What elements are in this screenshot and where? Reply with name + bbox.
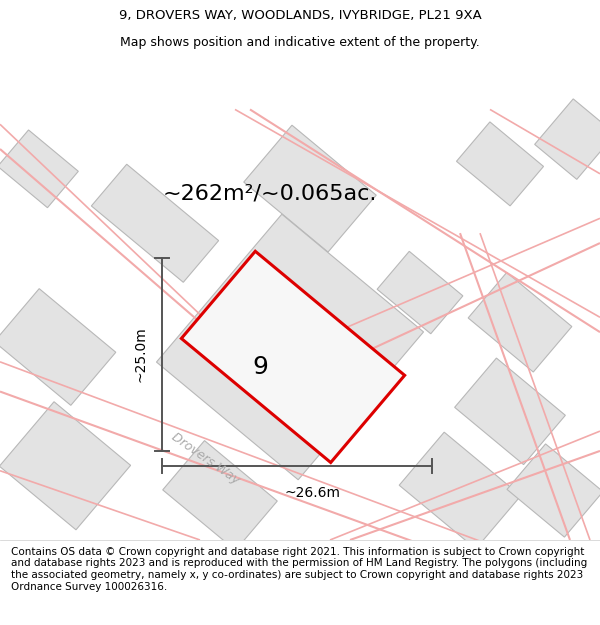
Text: Contains OS data © Crown copyright and database right 2021. This information is : Contains OS data © Crown copyright and d… — [11, 547, 587, 592]
Text: 9, DROVERS WAY, WOODLANDS, IVYBRIDGE, PL21 9XA: 9, DROVERS WAY, WOODLANDS, IVYBRIDGE, PL… — [119, 9, 481, 22]
Polygon shape — [0, 402, 131, 530]
Polygon shape — [399, 432, 521, 549]
Polygon shape — [457, 122, 544, 206]
Polygon shape — [535, 99, 600, 179]
Polygon shape — [244, 125, 376, 252]
Polygon shape — [0, 289, 116, 406]
Polygon shape — [181, 251, 404, 462]
Text: ~26.6m: ~26.6m — [284, 486, 340, 501]
Text: Drovers Way: Drovers Way — [169, 431, 241, 487]
Polygon shape — [163, 441, 277, 551]
Polygon shape — [157, 214, 424, 480]
Polygon shape — [377, 251, 463, 334]
Polygon shape — [0, 130, 79, 208]
Polygon shape — [455, 358, 565, 464]
Text: 9: 9 — [252, 355, 268, 379]
Polygon shape — [507, 444, 600, 537]
Text: ~25.0m: ~25.0m — [133, 326, 147, 382]
Polygon shape — [91, 164, 218, 282]
Text: Map shows position and indicative extent of the property.: Map shows position and indicative extent… — [120, 36, 480, 49]
Polygon shape — [468, 272, 572, 372]
Text: ~262m²/~0.065ac.: ~262m²/~0.065ac. — [163, 184, 377, 204]
